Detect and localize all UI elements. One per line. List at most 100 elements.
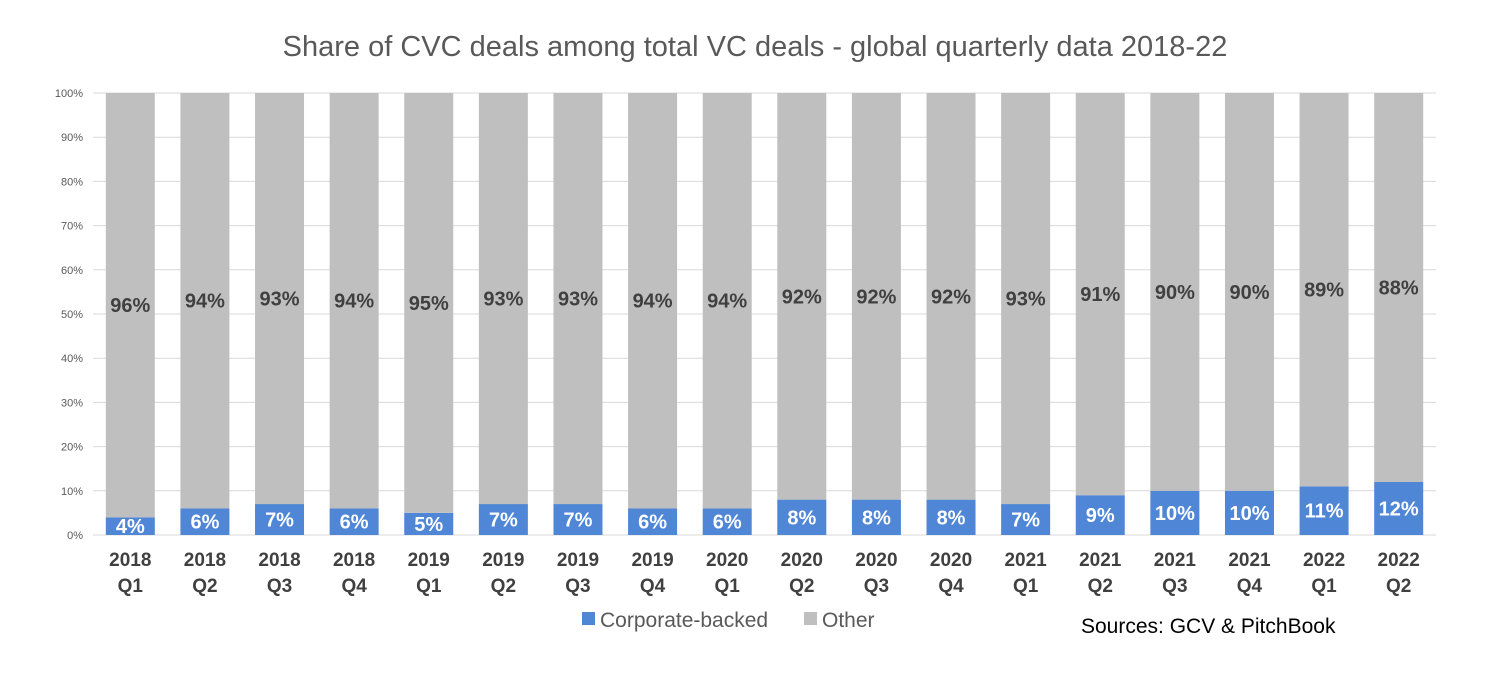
bar-corporate-backed: [478, 504, 528, 535]
x-tick-label-year: 2021: [1228, 550, 1271, 571]
bar-corporate-backed: [553, 504, 603, 535]
bar-other: [1001, 93, 1051, 505]
x-tick-label-year: 2020: [781, 550, 823, 571]
bar-corporate-backed: [329, 508, 379, 535]
x-tick-label-year: 2019: [408, 550, 450, 571]
bar-corporate-backed: [105, 517, 155, 535]
data-label-corporate-backed: 8%: [862, 507, 891, 529]
bar-corporate-backed: [1075, 495, 1125, 535]
bar-other: [851, 93, 901, 500]
data-label-corporate-backed: 10%: [1229, 503, 1269, 525]
y-tick-label: 100%: [55, 88, 83, 100]
x-tick-label-quarter: Q1: [1013, 576, 1039, 597]
bar-other: [553, 93, 603, 505]
legend-swatch-other: [804, 612, 817, 625]
data-label-other: 95%: [409, 293, 449, 315]
x-tick-label-quarter: Q2: [192, 576, 217, 597]
legend-swatch-corporate-backed: [582, 612, 595, 625]
y-tick-label: 0%: [67, 530, 83, 542]
data-label-other: 91%: [1080, 284, 1120, 306]
data-label-corporate-backed: 11%: [1305, 501, 1344, 523]
bar-corporate-backed: [1150, 490, 1200, 535]
data-label-other: 94%: [707, 291, 747, 313]
y-tick-label: 70%: [61, 221, 83, 233]
x-tick-label-year: 2021: [1004, 550, 1047, 571]
y-tick-label: 50%: [61, 309, 83, 321]
bar-corporate-backed: [1001, 504, 1051, 535]
x-tick-label-quarter: Q2: [789, 576, 814, 597]
data-label-corporate-backed: 7%: [489, 510, 518, 532]
bar-other: [702, 93, 752, 509]
bar-other: [1224, 93, 1274, 491]
x-tick-label-quarter: Q2: [491, 576, 516, 597]
x-tick-label-year: 2020: [855, 550, 897, 571]
bar-corporate-backed: [926, 499, 976, 535]
data-label-other: 92%: [856, 286, 896, 308]
bar-other: [180, 93, 230, 509]
x-tick-label-quarter: Q1: [715, 576, 741, 597]
bar-other: [926, 93, 976, 500]
bar-corporate-backed: [777, 499, 827, 535]
data-label-corporate-backed: 6%: [340, 512, 369, 534]
bar-other: [478, 93, 528, 505]
bar-corporate-backed: [180, 508, 230, 535]
bar-other: [329, 93, 379, 509]
x-axis-ticks: 2018 Q1 2018 Q2 2018 Q3 2018 Q4 2019 Q1 2019 Q2 2019…: [109, 550, 1420, 597]
data-label-other: 94%: [334, 291, 374, 313]
bar-corporate-backed: [628, 508, 678, 535]
bar-other: [1299, 93, 1349, 487]
x-tick-label-quarter: Q3: [1162, 576, 1187, 597]
y-tick-label: 20%: [61, 442, 83, 454]
data-label-other: 96%: [110, 295, 150, 317]
legend: Corporate-backed Other: [582, 609, 875, 632]
bar-corporate-backed: [1374, 481, 1424, 535]
data-label-corporate-backed: 7%: [564, 510, 593, 532]
data-label-corporate-backed: 9%: [1086, 505, 1115, 527]
x-tick-label-year: 2019: [631, 550, 673, 571]
data-label-other: 89%: [1304, 280, 1344, 302]
x-tick-label-quarter: Q1: [416, 576, 442, 597]
source-note: Sources: GCV & PitchBook: [1081, 615, 1336, 638]
data-label-corporate-backed: 12%: [1379, 498, 1419, 520]
x-tick-label-quarter: Q2: [1386, 576, 1411, 597]
x-tick-label-year: 2018: [184, 550, 226, 571]
bar-corporate-backed: [255, 504, 305, 535]
bar-other: [105, 93, 155, 518]
x-tick-label-year: 2020: [706, 550, 748, 571]
data-label-other: 94%: [185, 291, 225, 313]
data-label-corporate-backed: 8%: [787, 507, 816, 529]
x-tick-label-quarter: Q4: [341, 576, 367, 597]
data-label-other: 88%: [1379, 277, 1419, 299]
data-label-corporate-backed: 6%: [638, 512, 667, 534]
legend-label-corporate-backed: Corporate-backed: [600, 609, 768, 632]
legend-label-other: Other: [822, 609, 875, 632]
bar-other: [777, 93, 827, 500]
bars: [105, 93, 1424, 535]
data-label-corporate-backed: 6%: [190, 512, 219, 534]
y-tick-label: 60%: [61, 265, 83, 277]
y-axis-ticks: 0% 10% 20% 30% 40% 50% 60% 70% 80% 90% 100%: [55, 88, 83, 542]
y-tick-label: 40%: [61, 353, 83, 365]
x-tick-label-year: 2018: [333, 550, 375, 571]
bar-other: [1075, 93, 1125, 496]
data-label-corporate-backed: 6%: [713, 512, 742, 534]
data-label-corporate-backed: 7%: [265, 510, 294, 532]
data-label-other: 90%: [1229, 282, 1269, 304]
gridlines: [93, 92, 1436, 536]
x-tick-label-quarter: Q4: [1237, 576, 1263, 597]
chart-title: Share of CVC deals among total VC deals …: [283, 31, 1228, 63]
data-label-corporate-backed: 4%: [116, 516, 145, 538]
y-tick-label: 90%: [61, 132, 83, 144]
data-labels: 4% 96% 6% 94% 7% 93% 6% 94% 5% 95% 7% 93% 7% 93% 6% 94%…: [110, 277, 1419, 538]
data-label-other: 93%: [1006, 289, 1046, 311]
bar-other: [255, 93, 305, 505]
bar-corporate-backed: [702, 508, 752, 535]
data-label-corporate-backed: 10%: [1155, 503, 1195, 525]
bar-corporate-backed: [404, 512, 454, 535]
data-label-other: 92%: [782, 286, 822, 308]
bar-corporate-backed: [1299, 486, 1349, 535]
bar-other: [404, 93, 454, 513]
data-label-corporate-backed: 7%: [1011, 510, 1040, 532]
x-tick-label-quarter: Q4: [640, 576, 666, 597]
